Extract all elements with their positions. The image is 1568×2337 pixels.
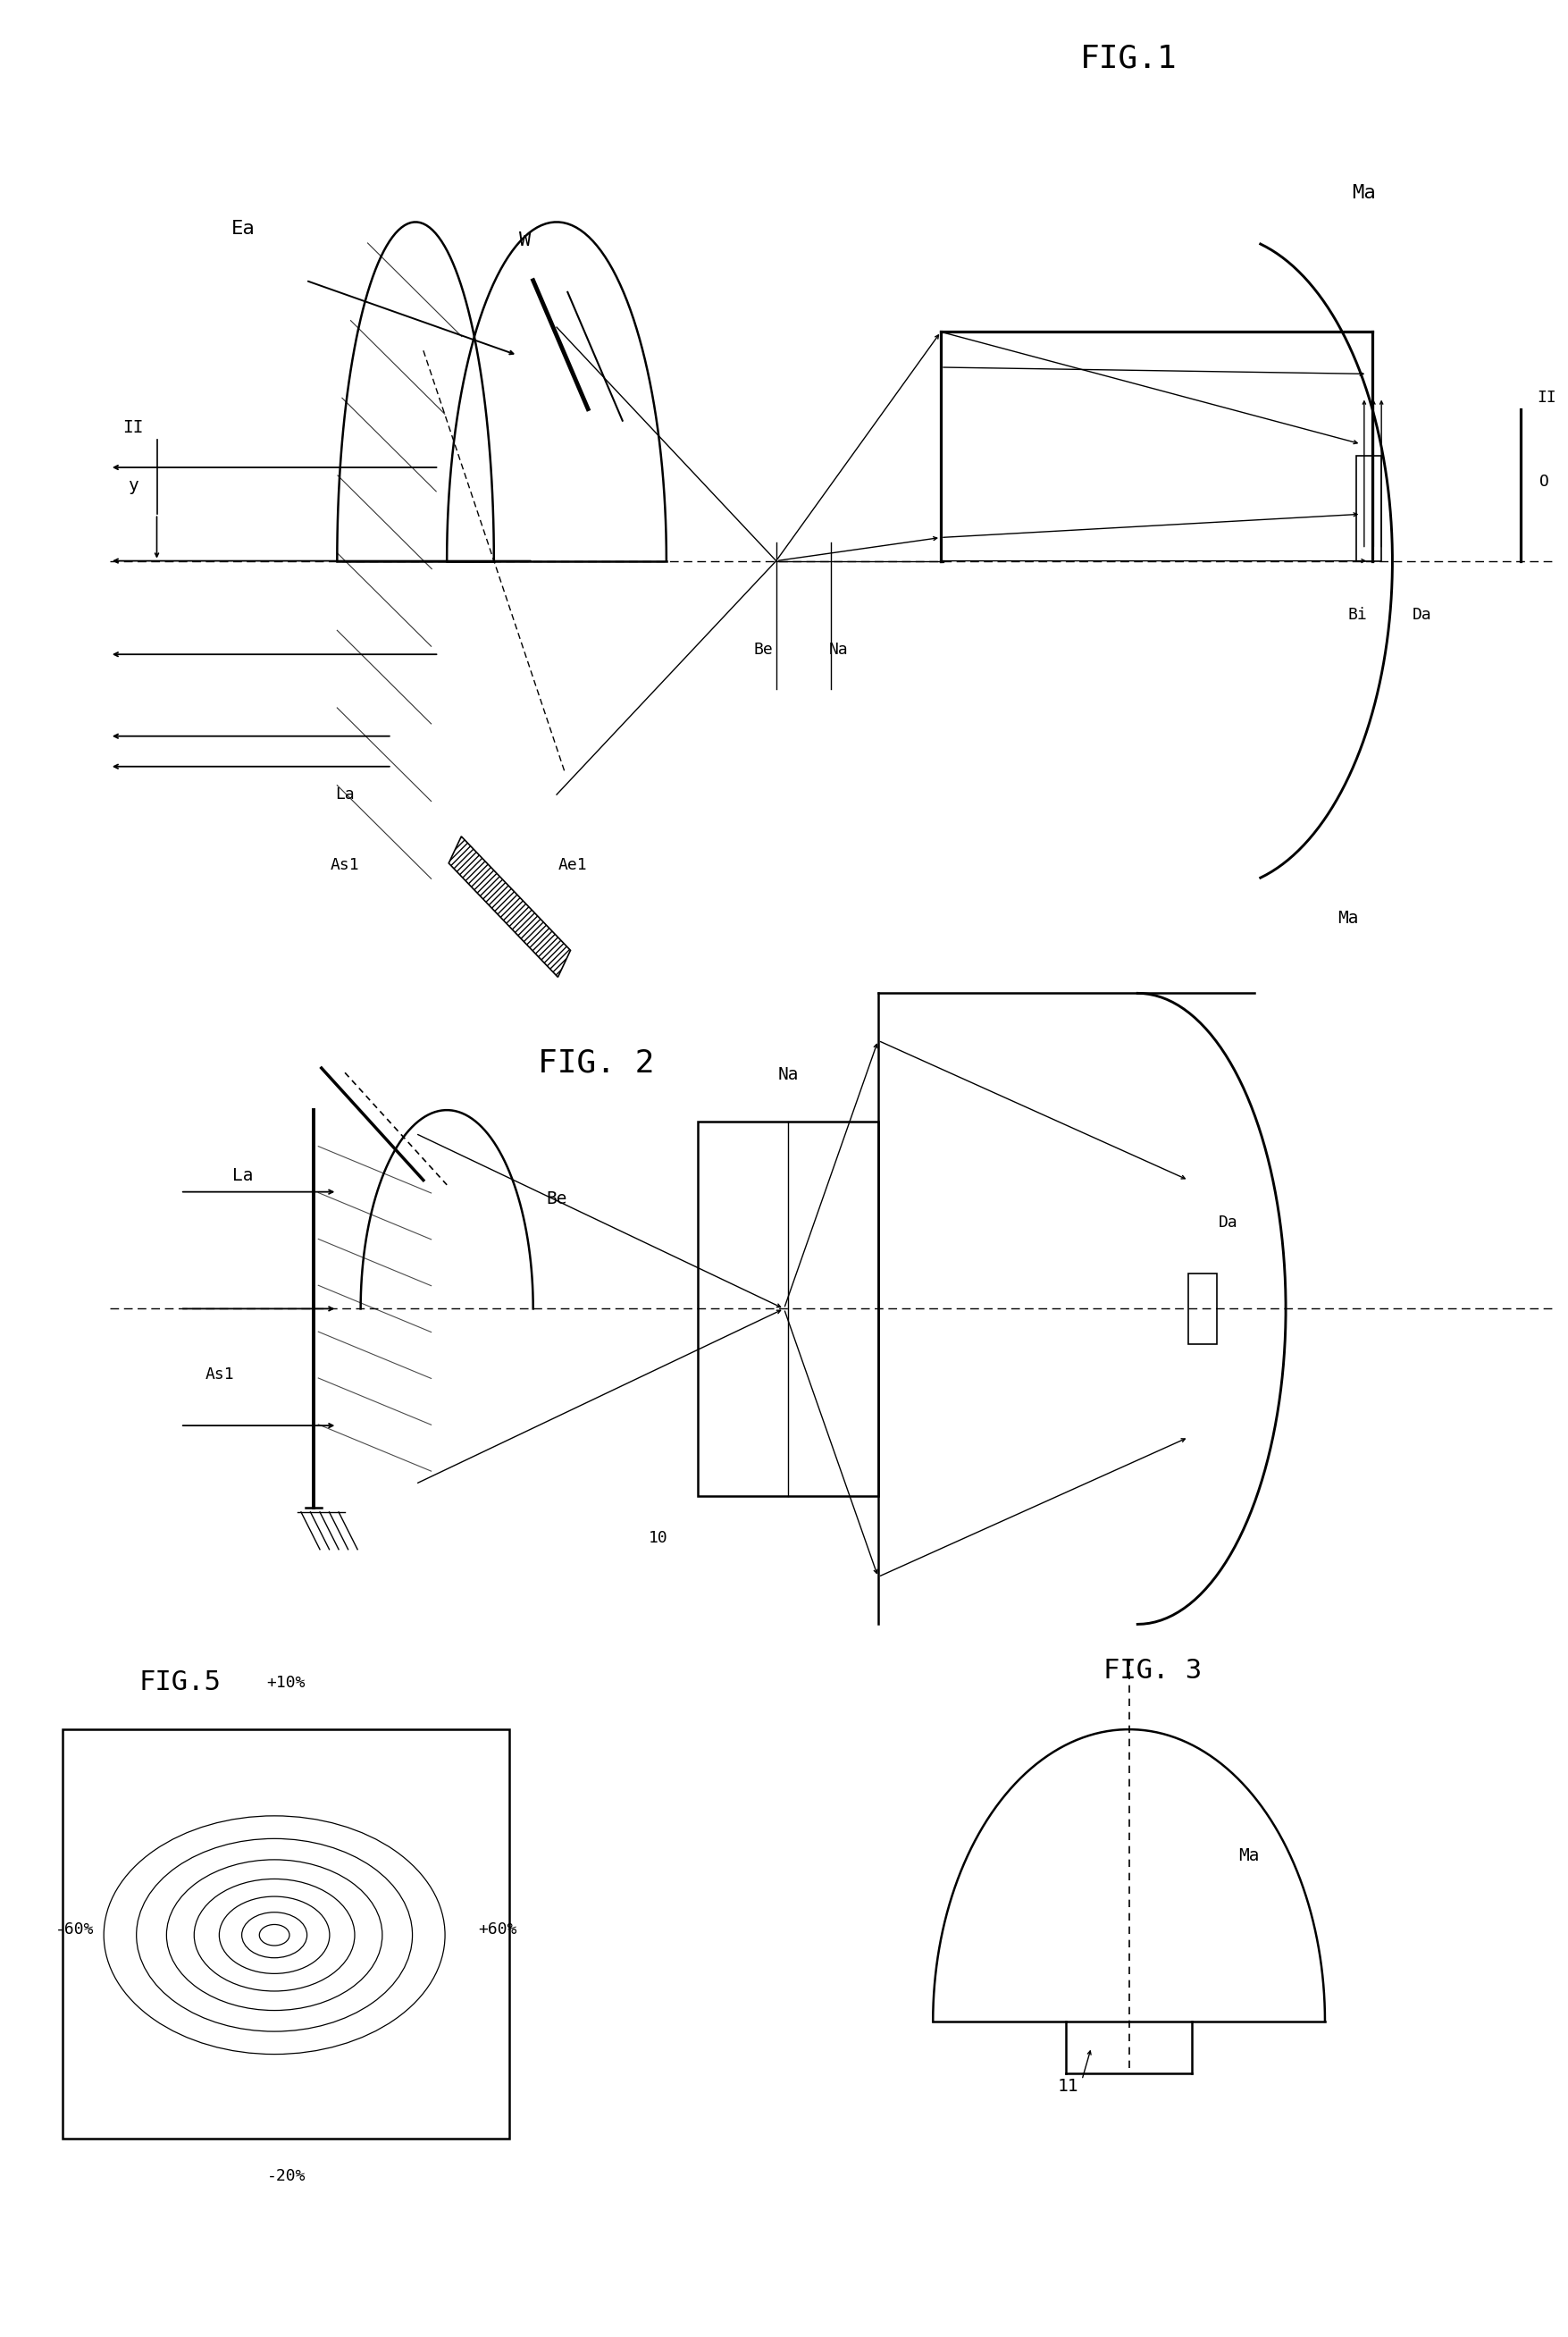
Bar — [1189, 1274, 1217, 1344]
Text: Be: Be — [546, 1190, 568, 1208]
Text: Ae1: Ae1 — [558, 858, 586, 874]
Text: Ma: Ma — [1352, 185, 1377, 203]
Text: La: La — [232, 1166, 254, 1185]
Bar — [63, 1729, 510, 2138]
Text: Bi: Bi — [1348, 608, 1367, 624]
Text: II: II — [1537, 390, 1555, 407]
Text: FIG. 2: FIG. 2 — [538, 1047, 654, 1080]
Text: +60%: +60% — [478, 1921, 517, 1937]
Text: -20%: -20% — [267, 2169, 306, 2185]
Text: Da: Da — [1413, 608, 1432, 624]
Text: Da: Da — [1218, 1215, 1237, 1232]
Text: O: O — [1540, 474, 1549, 491]
Text: -60%: -60% — [55, 1921, 94, 1937]
Text: +10%: +10% — [267, 1676, 306, 1692]
Text: 10: 10 — [649, 1531, 668, 1547]
Text: FIG. 3: FIG. 3 — [1104, 1657, 1201, 1685]
Text: Be: Be — [754, 643, 773, 659]
Text: Na: Na — [778, 1066, 798, 1084]
Text: As1: As1 — [331, 858, 359, 874]
Text: La: La — [336, 788, 354, 804]
Text: Ea: Ea — [230, 220, 256, 238]
Text: FIG.1: FIG.1 — [1080, 42, 1178, 75]
Bar — [1356, 456, 1381, 561]
Text: Ma: Ma — [1338, 909, 1359, 928]
Text: W: W — [519, 231, 532, 250]
Text: Na: Na — [829, 643, 848, 659]
Text: 11: 11 — [1058, 2078, 1079, 2096]
Text: II: II — [122, 418, 144, 437]
Text: Ma: Ma — [1239, 1849, 1259, 1865]
Text: y: y — [129, 477, 138, 495]
Bar — [448, 837, 571, 977]
Text: FIG.5: FIG.5 — [140, 1669, 221, 1697]
Text: As1: As1 — [205, 1367, 234, 1384]
Bar — [698, 1122, 878, 1496]
